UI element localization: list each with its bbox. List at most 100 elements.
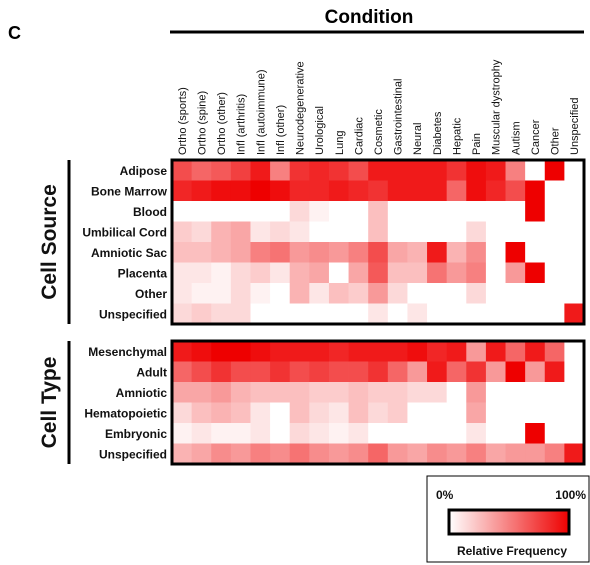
heatmap-cell <box>191 262 212 284</box>
heatmap-cell <box>348 341 369 362</box>
heatmap-cell <box>270 242 291 263</box>
heatmap-cell <box>466 283 487 304</box>
heatmap-cell <box>525 423 546 444</box>
heatmap-cell <box>270 221 291 243</box>
heatmap-cell <box>544 262 565 284</box>
heatmap-cell <box>485 283 506 304</box>
heatmap-cell <box>289 382 310 403</box>
heatmap-cell <box>270 423 291 444</box>
row-label: Adipose <box>120 164 168 178</box>
heatmap-cell <box>505 361 526 383</box>
heatmap-cell <box>564 180 585 202</box>
legend-title: Relative Frequency <box>457 544 567 558</box>
heatmap-cell <box>172 423 193 444</box>
heatmap-cell <box>564 303 585 325</box>
heatmap-cell <box>564 361 585 383</box>
heatmap-cell <box>309 361 330 383</box>
heatmap-cell <box>505 242 526 263</box>
heatmap-cell <box>309 262 330 284</box>
heatmap-cell <box>387 382 408 403</box>
heatmap-cell <box>211 382 232 403</box>
heatmap-cell <box>387 361 408 383</box>
heatmap-cell <box>211 262 232 284</box>
heatmap-cell <box>485 221 506 243</box>
row-label: Unspecified <box>99 307 167 321</box>
column-label: Other <box>550 127 562 155</box>
row-label: Umbilical Cord <box>82 225 167 239</box>
heatmap-cell <box>348 283 369 304</box>
column-label: Muscular dystrophy <box>491 59 503 155</box>
heatmap-cell <box>270 303 291 325</box>
heatmap-cell <box>505 402 526 424</box>
heatmap-cell <box>387 242 408 263</box>
heatmap-cell <box>211 361 232 383</box>
heatmap-cell <box>191 341 212 362</box>
row-label: Unspecified <box>99 447 167 461</box>
heatmap-cell <box>328 443 349 465</box>
heatmap-cell <box>505 283 526 304</box>
heatmap-cell <box>191 303 212 325</box>
heatmap-cell <box>270 201 291 222</box>
heatmap-cell <box>230 303 251 325</box>
heatmap-cell <box>387 283 408 304</box>
heatmap-cell <box>525 180 546 202</box>
heatmap-cell <box>230 180 251 202</box>
heatmap-cell <box>525 201 546 222</box>
heatmap-cell <box>191 443 212 465</box>
heatmap-cell <box>230 201 251 222</box>
heatmap-cell <box>368 283 389 304</box>
heatmap-cell <box>485 262 506 284</box>
heatmap-cell <box>368 443 389 465</box>
heatmap-cell <box>427 402 448 424</box>
heatmap-cell <box>191 423 212 444</box>
heatmap-cell <box>544 303 565 325</box>
heatmap-cell <box>309 242 330 263</box>
heatmap-cell <box>191 361 212 383</box>
heatmap-cell <box>368 262 389 284</box>
heatmap-cell <box>505 341 526 362</box>
heatmap-cell <box>250 423 271 444</box>
heatmap-cell <box>368 382 389 403</box>
heatmap-cell <box>211 160 232 181</box>
heatmap-group: Adipose Bone Marrow Blood Umbilical Cord Amn… <box>38 158 586 326</box>
heatmap-cell <box>466 160 487 181</box>
column-label: Ortho (spine) <box>196 91 208 155</box>
heatmap-cell <box>328 180 349 202</box>
heatmap-cell <box>446 423 467 444</box>
heatmap-cell <box>505 443 526 465</box>
heatmap-cell <box>466 221 487 243</box>
column-label: Autism <box>510 121 522 155</box>
heatmap-cell <box>328 382 349 403</box>
heatmap-cell <box>564 201 585 222</box>
heatmap-cell <box>172 242 193 263</box>
heatmap-cell <box>466 242 487 263</box>
heatmap-cell <box>172 221 193 243</box>
heatmap-cell <box>250 160 271 181</box>
row-label: Other <box>135 287 167 301</box>
heatmap-cell <box>485 361 506 383</box>
heatmap-cell <box>250 443 271 465</box>
heatmap-cell <box>172 443 193 465</box>
column-label: Pain <box>471 133 483 155</box>
heatmap-cell <box>407 262 428 284</box>
heatmap-cell <box>328 242 349 263</box>
heatmap-cell <box>368 242 389 263</box>
heatmap-cell <box>446 382 467 403</box>
heatmap-cell <box>407 402 428 424</box>
heatmap-cell <box>407 160 428 181</box>
heatmap-cell <box>250 382 271 403</box>
heatmap-cell <box>211 341 232 362</box>
heatmap-cell <box>544 160 565 181</box>
heatmap-cell <box>525 402 546 424</box>
heatmap-cell <box>544 283 565 304</box>
heatmap-cell <box>270 341 291 362</box>
heatmap-cell <box>328 221 349 243</box>
heatmap-cell <box>466 303 487 325</box>
heatmap-cell <box>191 160 212 181</box>
heatmap-cell <box>309 341 330 362</box>
heatmap-cell <box>172 201 193 222</box>
heatmap-cell <box>348 221 369 243</box>
column-label: Infl (arthritis) <box>236 94 248 155</box>
heatmap-cell <box>211 402 232 424</box>
